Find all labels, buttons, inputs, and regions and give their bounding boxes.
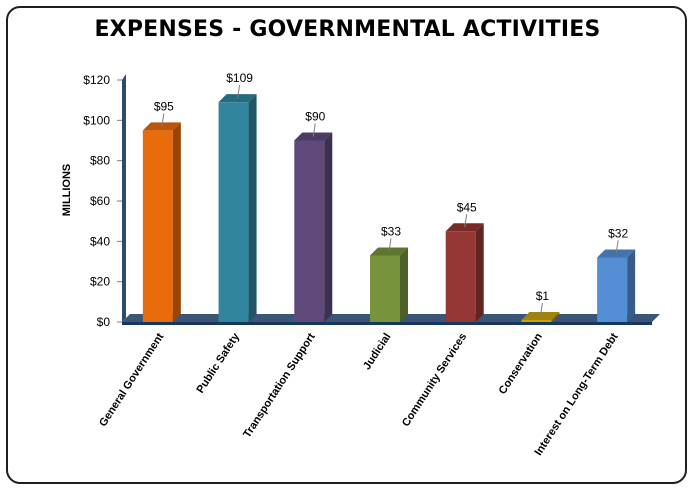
x-tick-label: General Government <box>97 331 167 429</box>
x-tick-label: Transportation Support <box>241 331 318 440</box>
bar-side <box>475 223 484 322</box>
y-tick-label: $60 <box>90 194 110 208</box>
y-axis-label: MILLIONS <box>61 164 73 217</box>
data-label-leader <box>312 123 316 137</box>
y-tick-label: $40 <box>90 234 110 248</box>
floor-front <box>122 322 652 325</box>
chart-frame <box>6 6 687 484</box>
bar-side <box>551 311 560 322</box>
y-tick-label: $100 <box>83 113 110 127</box>
bar <box>521 319 552 322</box>
bar <box>294 140 325 322</box>
x-tick-label: Conservation <box>497 331 546 397</box>
y-tick-label: $80 <box>90 154 110 168</box>
x-tick-label: Interest on Long-Term Debt <box>532 331 620 458</box>
x-tick-label: Public Safety <box>194 330 242 395</box>
x-tick-label: Community Services <box>400 331 469 429</box>
bar <box>445 231 476 322</box>
data-label: $95 <box>154 99 174 113</box>
bar <box>218 102 249 322</box>
data-label-leader <box>464 214 468 228</box>
bar <box>370 255 400 322</box>
data-label: $45 <box>457 200 477 214</box>
y-axis-wall <box>122 74 126 322</box>
data-label-leader <box>615 240 619 254</box>
chart-title: EXPENSES - GOVERNMENTAL ACTIVITIES <box>94 17 601 42</box>
y-tick-label: $120 <box>83 73 110 87</box>
bar <box>597 257 628 322</box>
data-label: $1 <box>536 289 550 303</box>
y-tick-label: $0 <box>97 315 111 329</box>
data-label: $33 <box>381 224 401 238</box>
y-tick-label: $20 <box>90 275 110 289</box>
data-label: $90 <box>305 110 325 124</box>
data-label: $32 <box>608 226 628 240</box>
bar-top <box>142 122 181 131</box>
x-tick-label: Judicial <box>361 331 393 372</box>
bar-side <box>627 249 636 322</box>
data-label: $109 <box>226 71 253 85</box>
data-label-leader <box>388 238 392 252</box>
bar-side <box>324 132 333 322</box>
data-label-leader <box>539 302 543 317</box>
bar-side <box>400 247 408 322</box>
bar-side <box>248 94 257 322</box>
data-label-leader <box>161 113 165 127</box>
bar-side <box>172 122 181 323</box>
bar-top <box>597 249 636 258</box>
data-label-leader <box>237 85 241 99</box>
bar <box>142 130 173 322</box>
